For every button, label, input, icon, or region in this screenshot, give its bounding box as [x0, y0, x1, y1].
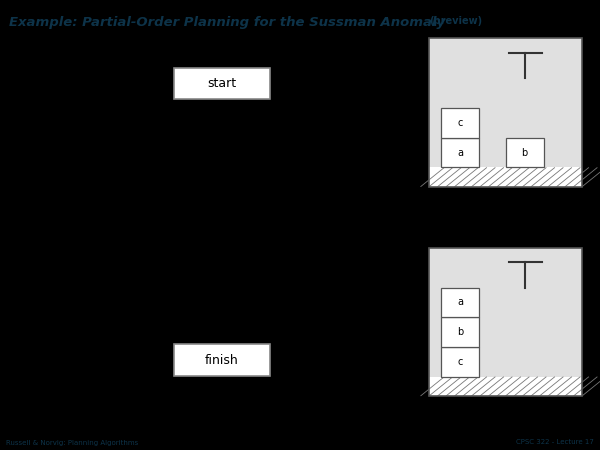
Text: c: c [458, 357, 463, 367]
Text: c: c [458, 118, 463, 128]
Bar [441, 108, 479, 138]
Text: Russell & Norvig: Planning Algorithms: Russell & Norvig: Planning Algorithms [6, 440, 138, 446]
Bar [429, 377, 582, 396]
Bar [441, 288, 479, 317]
Bar [441, 317, 479, 347]
Text: a: a [457, 297, 463, 307]
Bar [429, 167, 582, 187]
Text: start: start [208, 77, 236, 90]
Bar [174, 68, 270, 99]
Text: finish: finish [205, 354, 239, 366]
Text: Example: Partial-Order Planning for the Sussman Anomaly: Example: Partial-Order Planning for the … [9, 16, 445, 29]
Text: b: b [457, 327, 463, 337]
Text: b: b [521, 148, 528, 157]
Bar [429, 38, 582, 187]
Bar [441, 138, 479, 167]
Bar [429, 248, 582, 396]
Text: (preview): (preview) [429, 16, 482, 26]
Bar [441, 347, 479, 377]
Text: a: a [457, 148, 463, 157]
Bar [174, 344, 270, 376]
Bar [505, 138, 544, 167]
Text: CPSC 322 - Lecture 17: CPSC 322 - Lecture 17 [516, 440, 594, 446]
Bar [429, 248, 582, 396]
Bar [429, 38, 582, 187]
